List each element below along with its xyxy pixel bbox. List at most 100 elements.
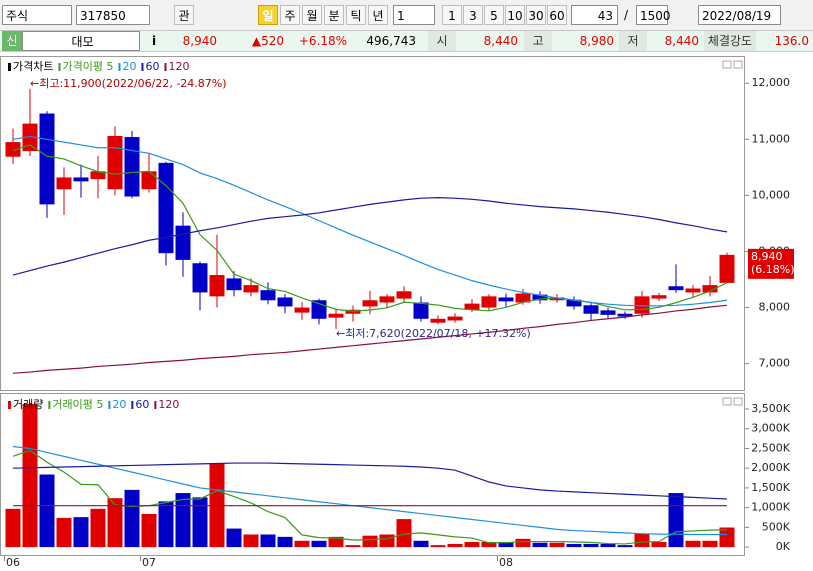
toolbar: 주식 317850 관 일 주 월 분 틱 년 1 1 3 5 10 30 60… xyxy=(0,0,813,31)
volume-bar xyxy=(294,540,310,548)
period-button[interactable]: 주 xyxy=(280,5,300,25)
volume-bar xyxy=(549,542,565,548)
price-panel xyxy=(0,56,745,391)
last-price-box xyxy=(748,248,794,279)
candle-body xyxy=(634,296,650,314)
candle-body xyxy=(22,123,38,152)
volume-bar xyxy=(90,508,106,548)
candle-body xyxy=(430,318,446,323)
info-button[interactable]: i xyxy=(151,34,157,48)
legend-marker xyxy=(108,401,111,409)
legend-entry: 거래이평 5 xyxy=(52,398,103,411)
panel-button[interactable] xyxy=(722,397,732,406)
period-button[interactable]: 월 xyxy=(302,5,322,25)
candle-body xyxy=(447,316,463,321)
legend-entry: 120 xyxy=(168,60,189,73)
interval-button[interactable]: 60 xyxy=(547,5,567,25)
stock-name: 대모 xyxy=(22,31,140,51)
legend-marker xyxy=(58,63,61,71)
candle-body xyxy=(668,286,684,291)
code-input[interactable]: 317850 xyxy=(76,5,150,25)
quote-bar: 신 대모 i 8,940 ▲520 +6.18% 496,743 시 8,440… xyxy=(0,31,813,52)
volume-bar xyxy=(345,545,361,548)
volume-bar xyxy=(141,513,157,548)
interval-button[interactable]: 3 xyxy=(463,5,483,25)
candle-body xyxy=(39,113,55,205)
panel-button[interactable] xyxy=(733,60,743,69)
candle-body xyxy=(158,162,174,254)
legend-title: 가격차트 xyxy=(13,60,53,73)
legend-marker xyxy=(164,63,167,71)
legend-marker xyxy=(8,63,11,71)
interval-button[interactable]: 10 xyxy=(505,5,525,25)
count-input[interactable]: 43 xyxy=(571,5,618,25)
annotation: ←최저:7,620(2022/07/18, +17.32%) xyxy=(336,327,531,340)
y-tick-label: 7,000 xyxy=(759,357,791,370)
legend-entry: 20 xyxy=(122,60,136,73)
legend-entry: 60 xyxy=(145,60,159,73)
period-button[interactable]: 틱 xyxy=(346,5,366,25)
volume-bar xyxy=(107,498,123,548)
volume-bar xyxy=(634,533,650,548)
badge: 신 xyxy=(2,31,22,51)
volume-bar xyxy=(447,543,463,548)
high-label: 고 xyxy=(524,31,552,51)
candle-body xyxy=(396,291,412,299)
candle-body xyxy=(192,263,208,293)
candle-body xyxy=(702,285,718,293)
interval-button[interactable]: 5 xyxy=(484,5,504,25)
candle-body xyxy=(107,135,123,190)
period-button[interactable]: 분 xyxy=(324,5,344,25)
date-select[interactable]: 2022/08/19 xyxy=(698,5,781,25)
ma-line xyxy=(12,197,728,276)
volume-bar xyxy=(600,543,616,548)
ma-line xyxy=(12,304,728,374)
y-tick-label: 1,000K xyxy=(751,501,790,514)
volume-bar xyxy=(379,534,395,548)
candle-body xyxy=(532,294,548,301)
volume-bar xyxy=(651,541,667,548)
interval-button[interactable]: 1 xyxy=(442,5,462,25)
x-tick-label: 07 xyxy=(142,556,156,569)
candle-body xyxy=(5,142,21,157)
price: 8,940 xyxy=(182,34,217,48)
legend-marker xyxy=(154,401,157,409)
total-input[interactable]: 1500 xyxy=(636,5,671,25)
legend-marker xyxy=(8,401,11,409)
volume-bar xyxy=(532,542,548,548)
volume-bar xyxy=(362,535,378,548)
volume-bar xyxy=(124,489,140,548)
panel-button[interactable] xyxy=(733,397,743,406)
volume-bar xyxy=(413,540,429,548)
ma-line xyxy=(12,135,728,307)
last-price: 8,940 xyxy=(751,250,783,263)
candle-body xyxy=(141,171,157,190)
interval-button[interactable]: 30 xyxy=(526,5,546,25)
y-tick-label: 11,000 xyxy=(752,132,791,145)
open: 8,440 xyxy=(483,34,518,48)
candle-body xyxy=(124,137,140,197)
market-select[interactable]: 주식 xyxy=(2,5,72,25)
y-tick-label: 10,000 xyxy=(752,188,791,201)
candle-body xyxy=(464,303,480,310)
volume-bar xyxy=(702,540,718,548)
candle-body xyxy=(413,302,429,319)
change-pct: +6.18% xyxy=(298,34,347,48)
interval-select[interactable]: 1 xyxy=(393,5,435,25)
volume-bar xyxy=(39,474,55,548)
panel-button[interactable] xyxy=(722,60,732,69)
period-button[interactable]: 년 xyxy=(368,5,388,25)
legend-marker xyxy=(131,401,134,409)
period-button[interactable]: 일 xyxy=(258,5,278,25)
candle-body xyxy=(243,285,259,293)
candle-body xyxy=(73,177,89,182)
candle-body xyxy=(277,297,293,307)
change: ▲520 xyxy=(251,34,284,48)
candle-body xyxy=(362,300,378,307)
volume-bar xyxy=(5,508,21,548)
volume-bar xyxy=(515,538,531,548)
candle-body xyxy=(226,278,242,291)
volume-bar xyxy=(277,536,293,548)
watch-button[interactable]: 관 xyxy=(174,5,194,25)
volume-bar xyxy=(328,536,344,548)
